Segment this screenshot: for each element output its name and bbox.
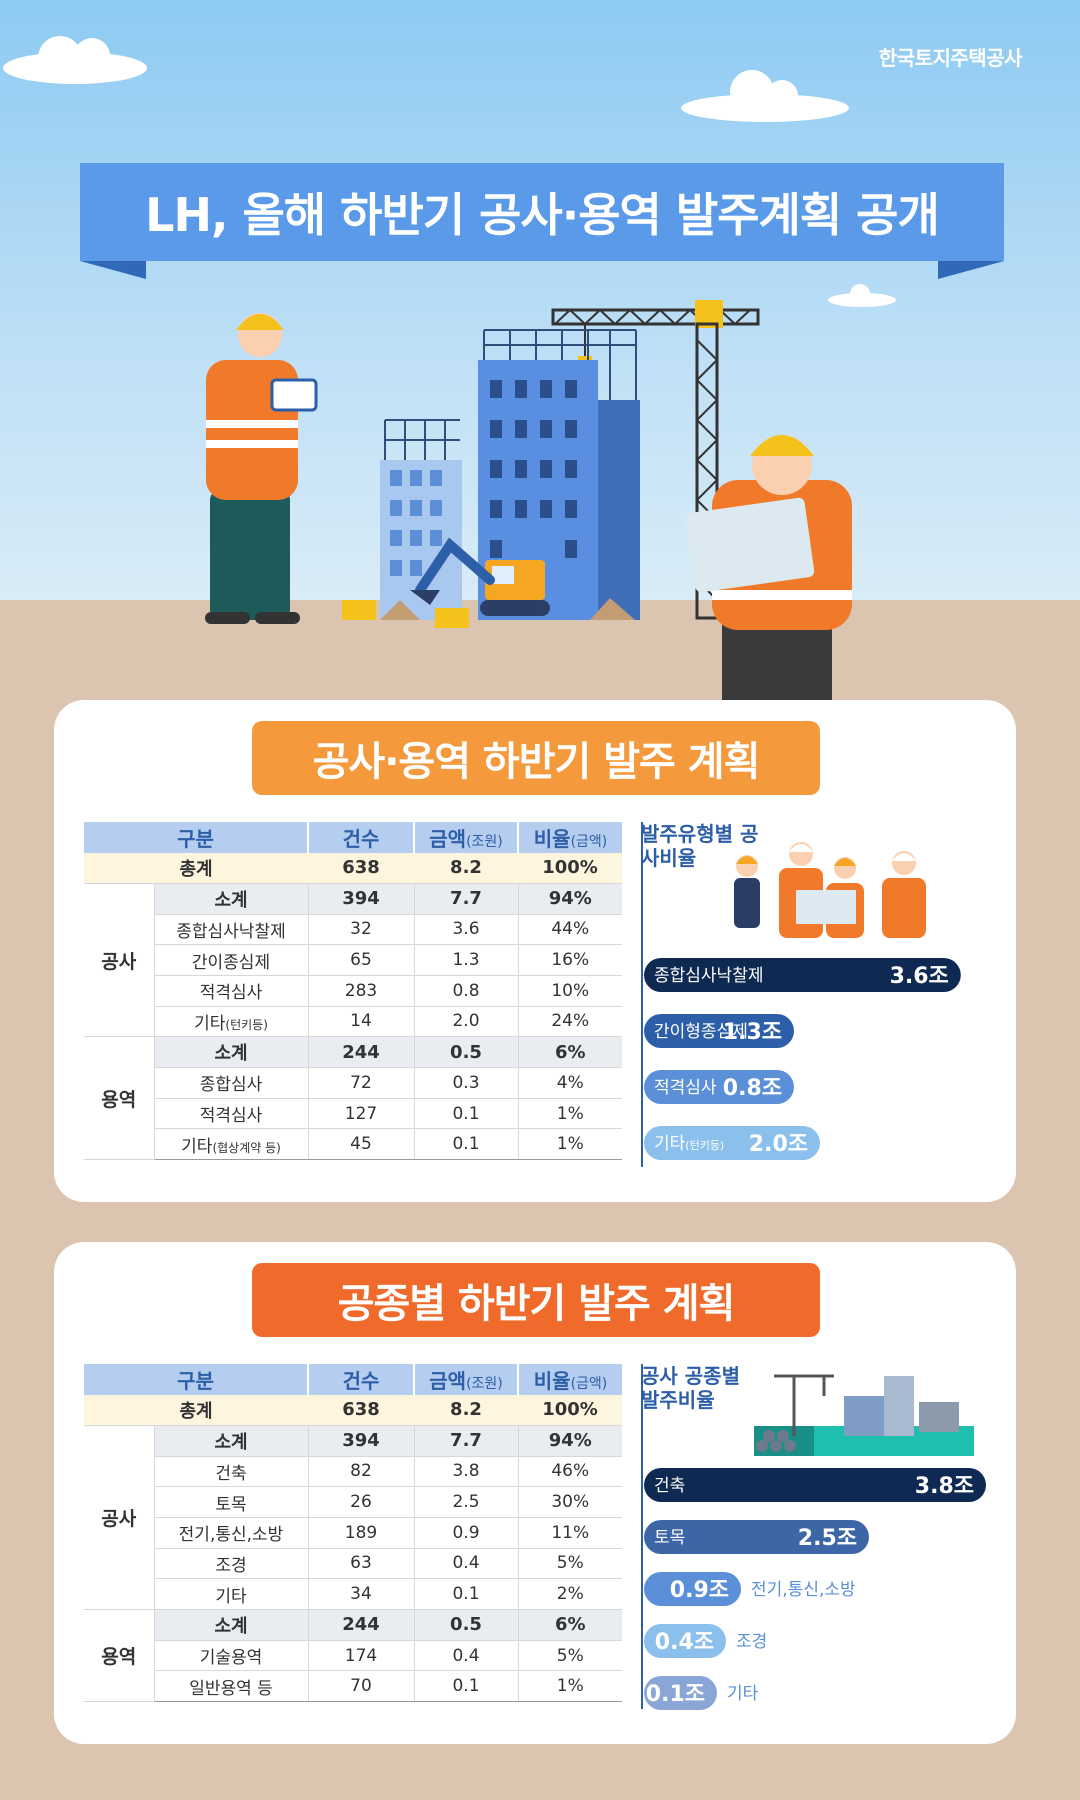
table-row: 기술용역 174 0.4 5% — [84, 1640, 622, 1672]
table-row: 종합심사 72 0.3 4% — [84, 1067, 622, 1099]
city-skyline-icon — [754, 1374, 974, 1456]
table-row: 용역 소계 244 0.5 6% — [84, 1036, 622, 1161]
table-row-total: 총계 638 8.2 100% — [84, 1394, 622, 1426]
table-row: 토목 26 2.5 30% — [84, 1486, 622, 1518]
group-label: 공사 — [84, 883, 155, 1038]
bar — [644, 1520, 869, 1554]
table-row: 기타(협상계약 등) 45 0.1 1% — [84, 1128, 622, 1161]
chart-axis — [641, 822, 643, 1167]
bar-value-label: 0.4조 — [655, 1630, 714, 1655]
table-row: 공사 소계 394 7.7 94% — [84, 1425, 622, 1611]
table-row: 일반용역 등 70 0.1 1% — [84, 1670, 622, 1703]
bar — [644, 1468, 986, 1502]
work-type-plan-table: 구분 건수 금액(조원) 비율(금액) 총계 638 8.2 100% 공사 소… — [84, 1364, 622, 1703]
organization-name: 한국토지주택공사 — [878, 46, 1023, 70]
bar-value-label: 0.1조 — [646, 1682, 705, 1707]
bar-value-label: 3.8조 — [915, 1474, 974, 1499]
chart-axis — [641, 1364, 643, 1709]
group-label: 용역 — [84, 1036, 155, 1161]
table-row: 공사 소계 394 7.7 94% — [84, 883, 622, 1038]
bar — [644, 958, 961, 992]
bar-category-label: 간이형종심제 — [654, 1022, 748, 1042]
header-count: 건수 — [308, 822, 415, 853]
bar-category-label: 조경 — [736, 1632, 767, 1652]
construction-illustration — [205, 300, 852, 700]
chart-title: 공사 공종별 발주비율 — [641, 1364, 740, 1412]
workers-group-icon — [734, 842, 926, 938]
bar-category-label: 기타 — [727, 1684, 759, 1704]
bar — [644, 1676, 717, 1710]
excavator-icon — [410, 537, 550, 616]
order-plan-card: 공사·용역 하반기 발주 계획 구분 건수 금액(조원) 비율(금액) 총계 6… — [54, 700, 1016, 1202]
bar-category-label: 건축 — [654, 1476, 685, 1496]
table-row: 간이종심제 65 1.3 16% — [84, 944, 622, 976]
table-row: 용역 소계 244 0.5 6% — [84, 1609, 622, 1703]
bar-category-label: 전기,통신,소방 — [751, 1580, 856, 1600]
header-ratio: 비율(금액) — [518, 1364, 622, 1395]
work-type-chart: 3.8조 건축 2.5조 토목 0.9조 전기,통신,소방 0.4조 조경 0.1조 기타 — [644, 1468, 986, 1710]
header-amount: 금액(조원) — [414, 822, 519, 853]
group-label: 용역 — [84, 1609, 155, 1703]
bar — [644, 1014, 794, 1048]
bar-category-label: 종합심사낙찰제 — [654, 966, 763, 986]
bar — [644, 1624, 726, 1658]
bar — [644, 1070, 794, 1104]
bar-category-label: 적격심사 — [654, 1078, 717, 1098]
table-row: 종합심사낙찰제 32 3.6 44% — [84, 914, 622, 946]
table-row: 조경 63 0.4 5% — [84, 1548, 622, 1580]
cloud-icons — [3, 36, 896, 307]
bar-value-label: 2.5조 — [798, 1526, 857, 1551]
bar — [644, 1126, 820, 1160]
header-count: 건수 — [308, 1364, 415, 1395]
bar-value-label: 0.9조 — [670, 1578, 729, 1603]
header-category: 구분 — [84, 1364, 309, 1395]
bar — [644, 1572, 741, 1606]
section-heading: 공종별 하반기 발주 계획 — [252, 1263, 820, 1337]
bar-category-label: 기타(턴키등) — [654, 1134, 724, 1154]
bar-category-label: 토목 — [654, 1528, 685, 1548]
banner-fold-right — [938, 261, 1004, 279]
order-plan-table: 구분 건수 금액(조원) 비율(금액) 총계 638 8.2 100% 공사 소… — [84, 822, 622, 1161]
bar-value-label: 3.6조 — [890, 964, 949, 989]
banner-fold-left — [80, 261, 146, 279]
page-title: LH, 올해 하반기 공사·용역 발주계획 공개 — [145, 188, 940, 242]
work-type-plan-card: 공종별 하반기 발주 계획 구분 건수 금액(조원) 비율(금액) 총계 638… — [54, 1242, 1016, 1744]
table-row: 전기,통신,소방 189 0.9 11% — [84, 1517, 622, 1549]
table-row: 적격심사 283 0.8 10% — [84, 975, 622, 1007]
section-heading: 공사·용역 하반기 발주 계획 — [252, 721, 820, 795]
header-amount: 금액(조원) — [414, 1364, 519, 1395]
worker-icon — [685, 435, 852, 700]
table-row: 기타(턴키등) 14 2.0 24% — [84, 1006, 622, 1038]
bar-value-label: 2.0조 — [749, 1132, 808, 1157]
table-row-total: 총계 638 8.2 100% — [84, 852, 622, 884]
bar-value-label: 1.3조 — [723, 1020, 782, 1045]
table-row: 건축 82 3.8 46% — [84, 1456, 622, 1488]
bar-value-label: 0.8조 — [723, 1076, 782, 1101]
barrier-icon — [342, 598, 635, 628]
table-row: 적격심사 127 0.1 1% — [84, 1098, 622, 1130]
table-row: 기타 34 0.1 2% — [84, 1578, 622, 1610]
group-label: 공사 — [84, 1425, 155, 1611]
table-header-row: 구분 건수 금액(조원) 비율(금액) — [84, 822, 622, 853]
table-header-row: 구분 건수 금액(조원) 비율(금액) — [84, 1364, 622, 1395]
title-banner: LH, 올해 하반기 공사·용역 발주계획 공개 — [80, 163, 1004, 261]
header-ratio: 비율(금액) — [518, 822, 622, 853]
worker-icon — [205, 313, 318, 624]
chart-title: 발주유형별 공사비율 — [641, 822, 759, 870]
header-category: 구분 — [84, 822, 309, 853]
